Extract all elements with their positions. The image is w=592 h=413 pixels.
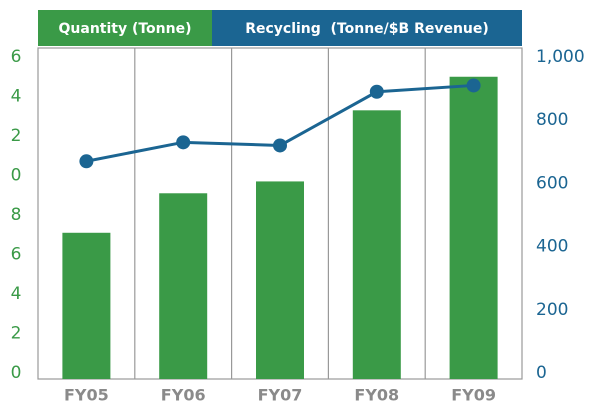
bar [159,193,208,379]
bar [256,181,304,379]
x-tick-label: FY05 [64,386,109,405]
y2-tick-label: 800 [536,110,568,130]
y-tick-label: 2 [11,324,22,344]
y2-tick-label: 600 [536,173,568,193]
y-tick-label: 6 [11,245,22,265]
bar [62,232,111,379]
y2-tick-label: 0 [536,363,547,383]
line-point [466,78,481,93]
y2-tick-label: 1,000 [536,47,585,67]
y-tick-label: 0 [11,166,22,186]
y-tick-label: 0 [11,363,22,383]
line-point [369,84,384,99]
legend-label: Recycling (Tonne/$B Revenue) [245,21,489,37]
y-tick-label: 4 [11,284,22,304]
y2-tick-label: 400 [536,237,568,257]
bar [449,76,498,379]
y-tick-label: 6 [11,47,22,67]
legend-box [212,10,522,46]
x-tick-label: FY08 [354,386,399,405]
x-tick-label: FY09 [451,386,496,405]
legend-label: Quantity (Tonne) [59,21,192,37]
bar [352,110,401,379]
y-tick-label: 2 [11,126,22,146]
legend-box [38,10,212,46]
x-tick-label: FY07 [258,386,303,405]
y-tick-label: 8 [11,205,22,225]
x-tick-label: FY06 [161,386,206,405]
y2-tick-label: 200 [536,300,568,320]
y-tick-label: 4 [11,87,22,107]
line-point [79,154,94,169]
line-point [176,135,191,150]
line-point [273,138,287,153]
